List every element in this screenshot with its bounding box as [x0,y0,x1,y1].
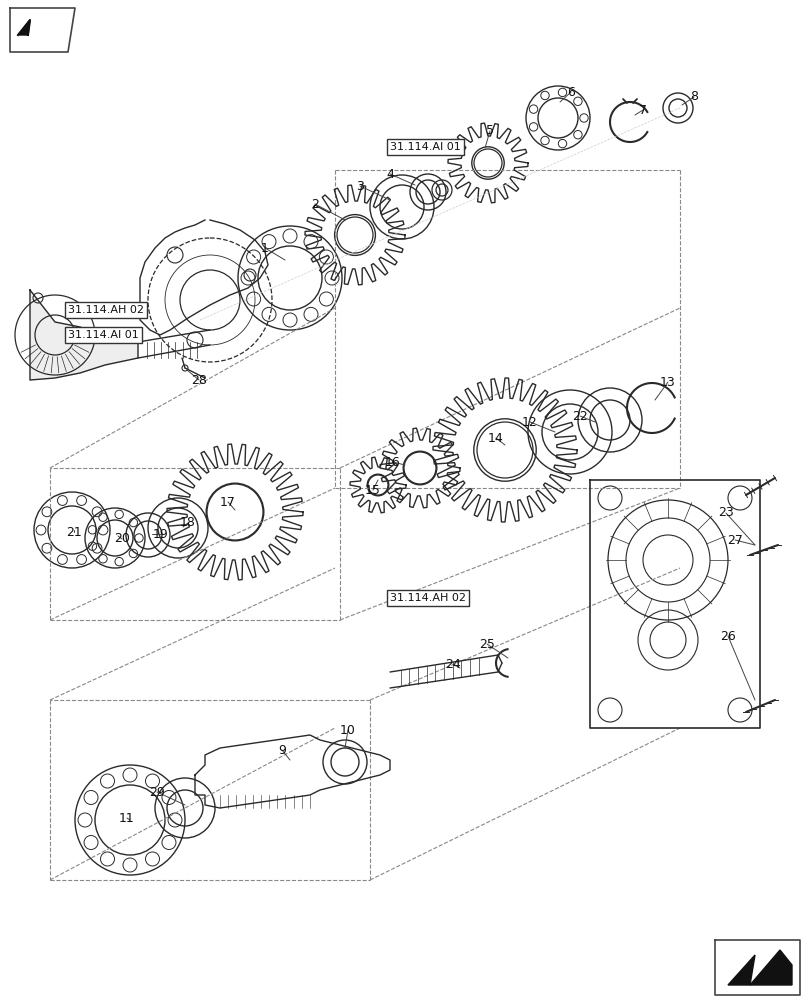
Text: 7: 7 [639,104,647,116]
Text: 17: 17 [220,495,236,508]
Text: 27: 27 [727,534,743,546]
Text: 31.114.AI 01: 31.114.AI 01 [390,142,461,152]
Text: 26: 26 [720,630,736,643]
Polygon shape [18,20,30,35]
Text: 4: 4 [386,167,394,180]
Text: 29: 29 [149,786,165,798]
Text: 28: 28 [191,373,207,386]
Polygon shape [715,940,800,995]
Polygon shape [728,955,755,985]
Text: 12: 12 [522,416,538,428]
Text: 23: 23 [718,506,734,520]
Text: 19: 19 [154,528,169,540]
Text: 16: 16 [385,456,401,468]
Text: 11: 11 [119,812,135,824]
Polygon shape [10,8,75,52]
Text: 14: 14 [488,432,504,444]
Text: 3: 3 [356,180,364,192]
Text: 5: 5 [486,124,494,137]
Text: 8: 8 [690,91,698,104]
Text: 31.114.AH 02: 31.114.AH 02 [390,593,466,603]
Text: 6: 6 [567,86,575,99]
Polygon shape [750,950,792,985]
Text: 18: 18 [180,516,196,530]
Text: 31.114.AH 02: 31.114.AH 02 [68,305,144,315]
Text: 31.114.AI 01: 31.114.AI 01 [68,330,139,340]
Text: 13: 13 [660,375,675,388]
Text: 10: 10 [340,724,356,736]
Text: 25: 25 [479,638,495,650]
Text: 20: 20 [114,532,130,546]
Text: 2: 2 [311,198,319,211]
Text: 24: 24 [445,658,461,670]
Text: 22: 22 [572,410,588,422]
Text: 21: 21 [66,526,82,538]
Text: 15: 15 [365,484,381,496]
Text: 1: 1 [261,241,269,254]
Polygon shape [30,290,138,380]
Text: 9: 9 [278,744,286,756]
